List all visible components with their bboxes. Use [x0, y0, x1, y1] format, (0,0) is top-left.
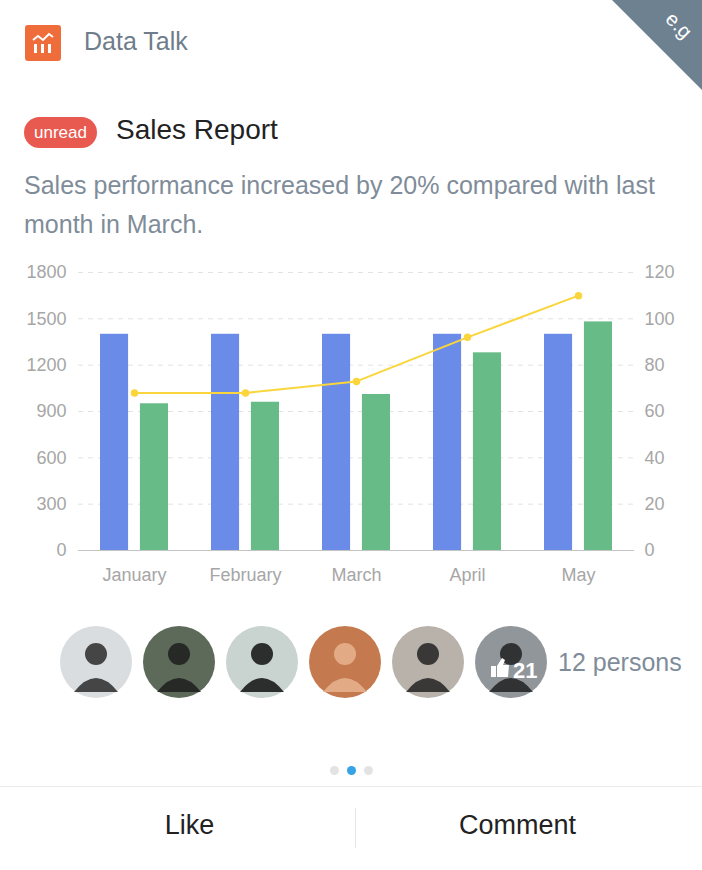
svg-text:900: 900 — [36, 401, 66, 421]
svg-text:60: 60 — [645, 401, 665, 421]
svg-text:100: 100 — [645, 309, 675, 329]
svg-text:e.g: e.g — [661, 7, 696, 42]
svg-text:0: 0 — [56, 540, 66, 560]
svg-text:January: January — [102, 565, 166, 585]
html-text:Like: Like — [164, 810, 215, 840]
svg-text:600: 600 — [36, 448, 66, 468]
svg-text:March: March — [331, 565, 381, 585]
svg-text:May: May — [561, 565, 595, 585]
html-text:Sales Report: Sales Report — [116, 114, 278, 145]
svg-text:1800: 1800 — [26, 262, 66, 282]
svg-text:1200: 1200 — [26, 355, 66, 375]
svg-text:20: 20 — [645, 494, 665, 514]
svg-text:0: 0 — [645, 540, 655, 560]
svg-text:February: February — [209, 565, 281, 585]
svg-text:120: 120 — [645, 262, 675, 282]
svg-text:April: April — [449, 565, 485, 585]
svg-text:300: 300 — [36, 494, 66, 514]
svg-text:80: 80 — [645, 355, 665, 375]
svg-text:21: 21 — [513, 658, 537, 683]
html-text:Data Talk: Data Talk — [84, 27, 188, 55]
html-text:Comment: Comment — [459, 810, 576, 840]
svg-text:40: 40 — [645, 448, 665, 468]
html-text:unread: unread — [34, 123, 87, 142]
html-text:12 persons: 12 persons — [558, 648, 682, 676]
html-text:Sales performance increased by: Sales performance increased by 20% compa… — [24, 171, 655, 238]
svg-text:1500: 1500 — [26, 309, 66, 329]
